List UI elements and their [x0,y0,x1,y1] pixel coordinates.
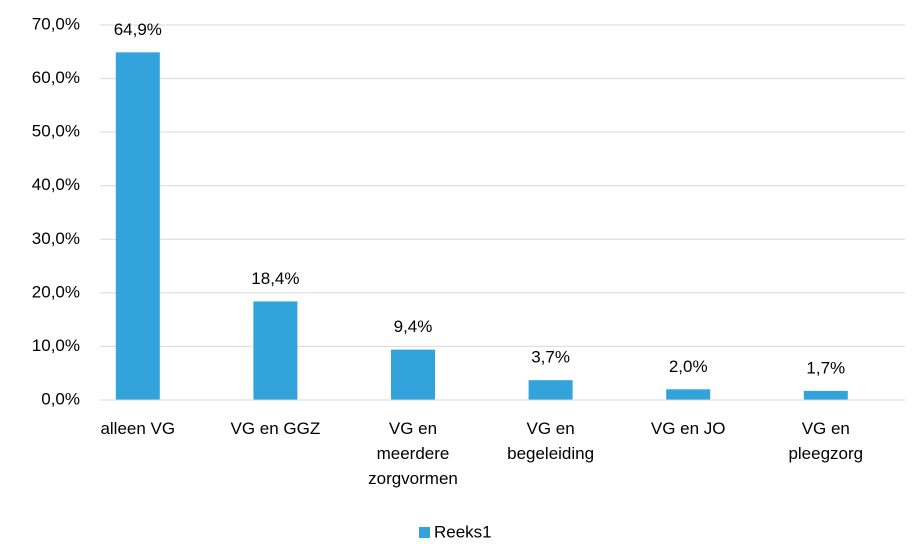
y-tick-label: 50,0% [32,122,80,141]
y-tick-label: 30,0% [32,229,80,248]
legend-swatch [419,527,430,538]
y-tick-label: 0,0% [41,389,80,408]
x-tick-label: VG en begeleiding [507,419,595,463]
x-tick-label: alleen VG [100,419,176,438]
y-tick-label: 70,0% [32,14,80,33]
data-label: 1,7% [806,358,845,377]
bar [666,389,711,400]
x-tick-label: VG en JO [650,419,726,438]
bar [528,380,573,400]
legend-label: Reeks1 [434,522,492,541]
data-label: 2,0% [669,357,708,376]
bar [391,349,435,400]
y-tick-label: 20,0% [32,282,80,301]
x-tick-label: VG en meerdere zorgvormen [368,419,458,488]
y-tick-label: 10,0% [32,336,80,355]
data-label: 64,9% [114,20,162,39]
x-tick-label: VG en pleegzorg [788,419,864,463]
x-tick-label: VG en GGZ [230,419,321,438]
data-label: 3,7% [531,348,570,367]
bar [803,390,848,400]
bar [253,301,298,400]
data-label: 9,4% [394,317,433,336]
data-label: 18,4% [251,269,299,288]
y-tick-label: 40,0% [32,175,80,194]
y-tick-label: 60,0% [32,68,80,87]
bar [115,52,160,400]
